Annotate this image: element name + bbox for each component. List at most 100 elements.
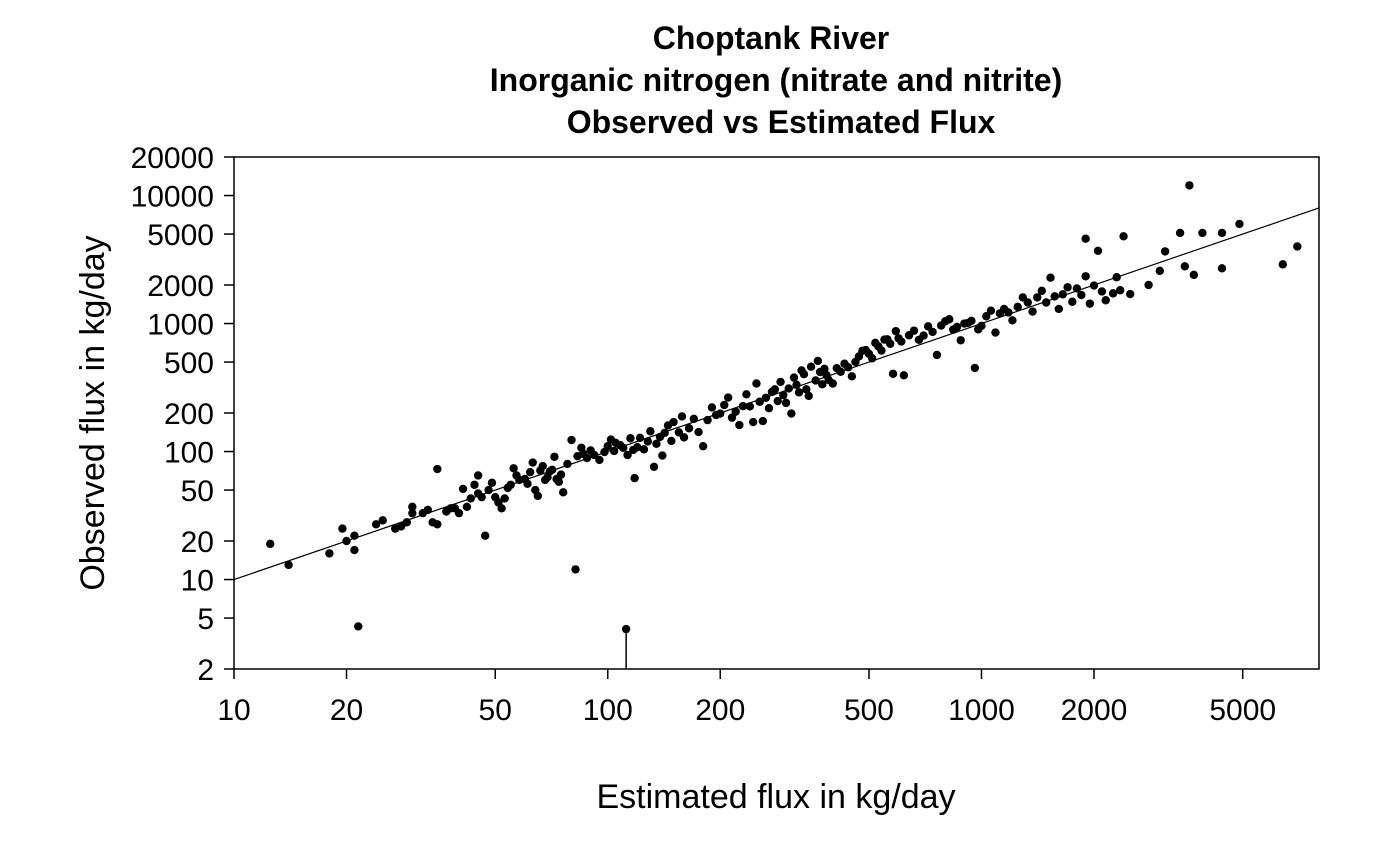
data-point xyxy=(371,520,381,529)
data-point xyxy=(402,518,412,527)
data-point xyxy=(1085,299,1095,308)
data-point xyxy=(1112,273,1121,282)
data-point xyxy=(408,502,417,512)
data-point xyxy=(462,502,472,512)
data-point xyxy=(477,492,486,502)
data-point xyxy=(619,443,628,452)
y-tick-label: 1000 xyxy=(147,309,214,342)
data-point xyxy=(667,436,676,446)
data-point xyxy=(928,327,937,337)
data-point xyxy=(378,516,387,525)
x-axis-label: Estimated flux in kg/day xyxy=(596,778,955,816)
data-point xyxy=(1068,297,1077,306)
data-point xyxy=(423,505,432,515)
data-point xyxy=(1033,293,1042,302)
data-point xyxy=(761,393,771,402)
data-point xyxy=(804,391,813,401)
data-point xyxy=(338,524,347,533)
data-point xyxy=(1235,219,1244,229)
data-point xyxy=(956,336,965,345)
data-point xyxy=(595,455,604,465)
data-point xyxy=(1101,296,1110,305)
data-point xyxy=(779,390,788,400)
data-point xyxy=(571,565,580,574)
data-point xyxy=(633,443,642,452)
data-point xyxy=(844,363,853,372)
data-point xyxy=(590,450,599,460)
data-point xyxy=(266,539,275,549)
data-point xyxy=(550,452,559,461)
chart-title: Choptank River Inorganic nitrogen (nitra… xyxy=(490,20,1062,140)
data-point xyxy=(813,356,823,366)
chart-title-line-1: Choptank River xyxy=(653,20,889,56)
data-point xyxy=(1058,290,1067,299)
data-point xyxy=(888,369,898,378)
data-point xyxy=(1097,287,1107,296)
data-point xyxy=(945,315,954,324)
data-point xyxy=(1217,264,1227,273)
data-point xyxy=(556,470,566,479)
data-point xyxy=(784,384,793,393)
data-point xyxy=(1293,242,1302,251)
y-axis: 2 5 10 20 50 100 200 500 1000 2000 5000 10000 20000 xyxy=(131,142,234,687)
data-point xyxy=(764,404,774,413)
data-point xyxy=(626,434,635,443)
data-point xyxy=(909,326,919,335)
data-point xyxy=(794,388,804,397)
x-axis: 10 20 50 100 200 500 1000 2000 5000 xyxy=(217,669,1276,727)
data-point xyxy=(698,442,708,451)
data-point xyxy=(897,337,906,346)
chart-title-line-3: Observed vs Estimated Flux xyxy=(567,104,996,140)
data-point xyxy=(528,458,537,467)
data-point xyxy=(716,409,725,418)
data-point xyxy=(473,471,483,480)
data-point xyxy=(500,494,509,503)
x-tick-label: 2000 xyxy=(1061,694,1128,727)
data-point xyxy=(1072,284,1082,293)
data-point xyxy=(789,373,799,382)
data-point xyxy=(563,459,572,469)
data-point xyxy=(684,424,694,433)
data-point xyxy=(1037,286,1046,296)
data-point xyxy=(738,402,748,411)
x-tick-label: 20 xyxy=(330,694,363,727)
data-point xyxy=(679,433,689,442)
y-tick-label: 20 xyxy=(181,526,214,559)
data-point xyxy=(1081,234,1090,243)
y-tick-label: 50 xyxy=(181,475,214,508)
data-point xyxy=(811,376,820,385)
data-point xyxy=(284,560,293,570)
data-point xyxy=(707,403,717,412)
y-tick-label: 100 xyxy=(164,437,214,470)
data-point xyxy=(720,400,729,410)
y-tick-label: 5000 xyxy=(147,219,214,252)
data-point xyxy=(723,393,733,402)
data-point xyxy=(967,316,976,326)
data-point xyxy=(755,397,764,406)
data-point xyxy=(867,354,877,363)
data-point xyxy=(408,508,417,518)
data-point xyxy=(342,536,351,546)
data-point xyxy=(919,331,928,340)
data-point xyxy=(836,367,845,376)
data-point xyxy=(982,312,991,321)
data-point xyxy=(1063,283,1072,292)
data-point xyxy=(970,363,980,373)
data-point xyxy=(1217,228,1227,238)
data-point xyxy=(1115,286,1125,295)
data-point xyxy=(748,417,758,427)
data-point xyxy=(658,451,667,460)
data-point xyxy=(745,402,755,411)
data-point xyxy=(886,339,895,348)
data-point xyxy=(484,485,493,495)
y-tick-label: 200 xyxy=(164,398,214,431)
data-point xyxy=(538,461,547,471)
x-tick-label: 10 xyxy=(217,694,250,727)
data-point xyxy=(525,467,535,477)
data-point xyxy=(770,385,780,394)
data-point xyxy=(752,379,761,388)
data-point xyxy=(554,477,564,487)
y-tick-label: 20000 xyxy=(131,142,214,175)
data-point xyxy=(1108,289,1118,298)
reference-line-group xyxy=(233,207,1320,581)
